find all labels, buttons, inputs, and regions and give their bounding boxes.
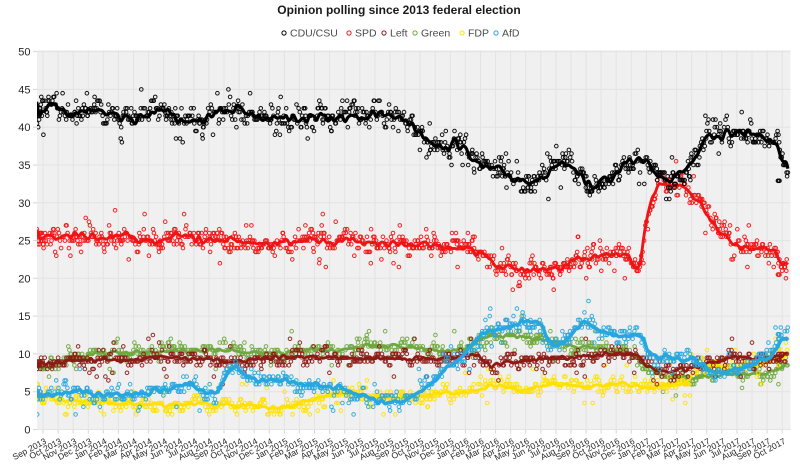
svg-text:35: 35 <box>18 160 30 172</box>
svg-text:30: 30 <box>18 198 30 210</box>
svg-text:CDU/CSU: CDU/CSU <box>290 28 338 40</box>
svg-text:40: 40 <box>18 122 30 134</box>
svg-text:10: 10 <box>18 349 30 361</box>
svg-text:Green: Green <box>421 28 450 40</box>
svg-text:15: 15 <box>18 311 30 323</box>
svg-text:45: 45 <box>18 84 30 96</box>
svg-text:Left: Left <box>390 28 408 40</box>
svg-text:FDP: FDP <box>468 28 489 40</box>
svg-text:SPD: SPD <box>355 28 377 40</box>
svg-text:5: 5 <box>24 387 30 399</box>
svg-text:AfD: AfD <box>502 28 520 40</box>
svg-text:20: 20 <box>18 273 30 285</box>
svg-text:25: 25 <box>18 236 30 248</box>
svg-text:0: 0 <box>24 425 30 437</box>
svg-text:50: 50 <box>18 47 30 59</box>
svg-text:Opinion polling since 2013 fed: Opinion polling since 2013 federal elect… <box>277 3 520 17</box>
